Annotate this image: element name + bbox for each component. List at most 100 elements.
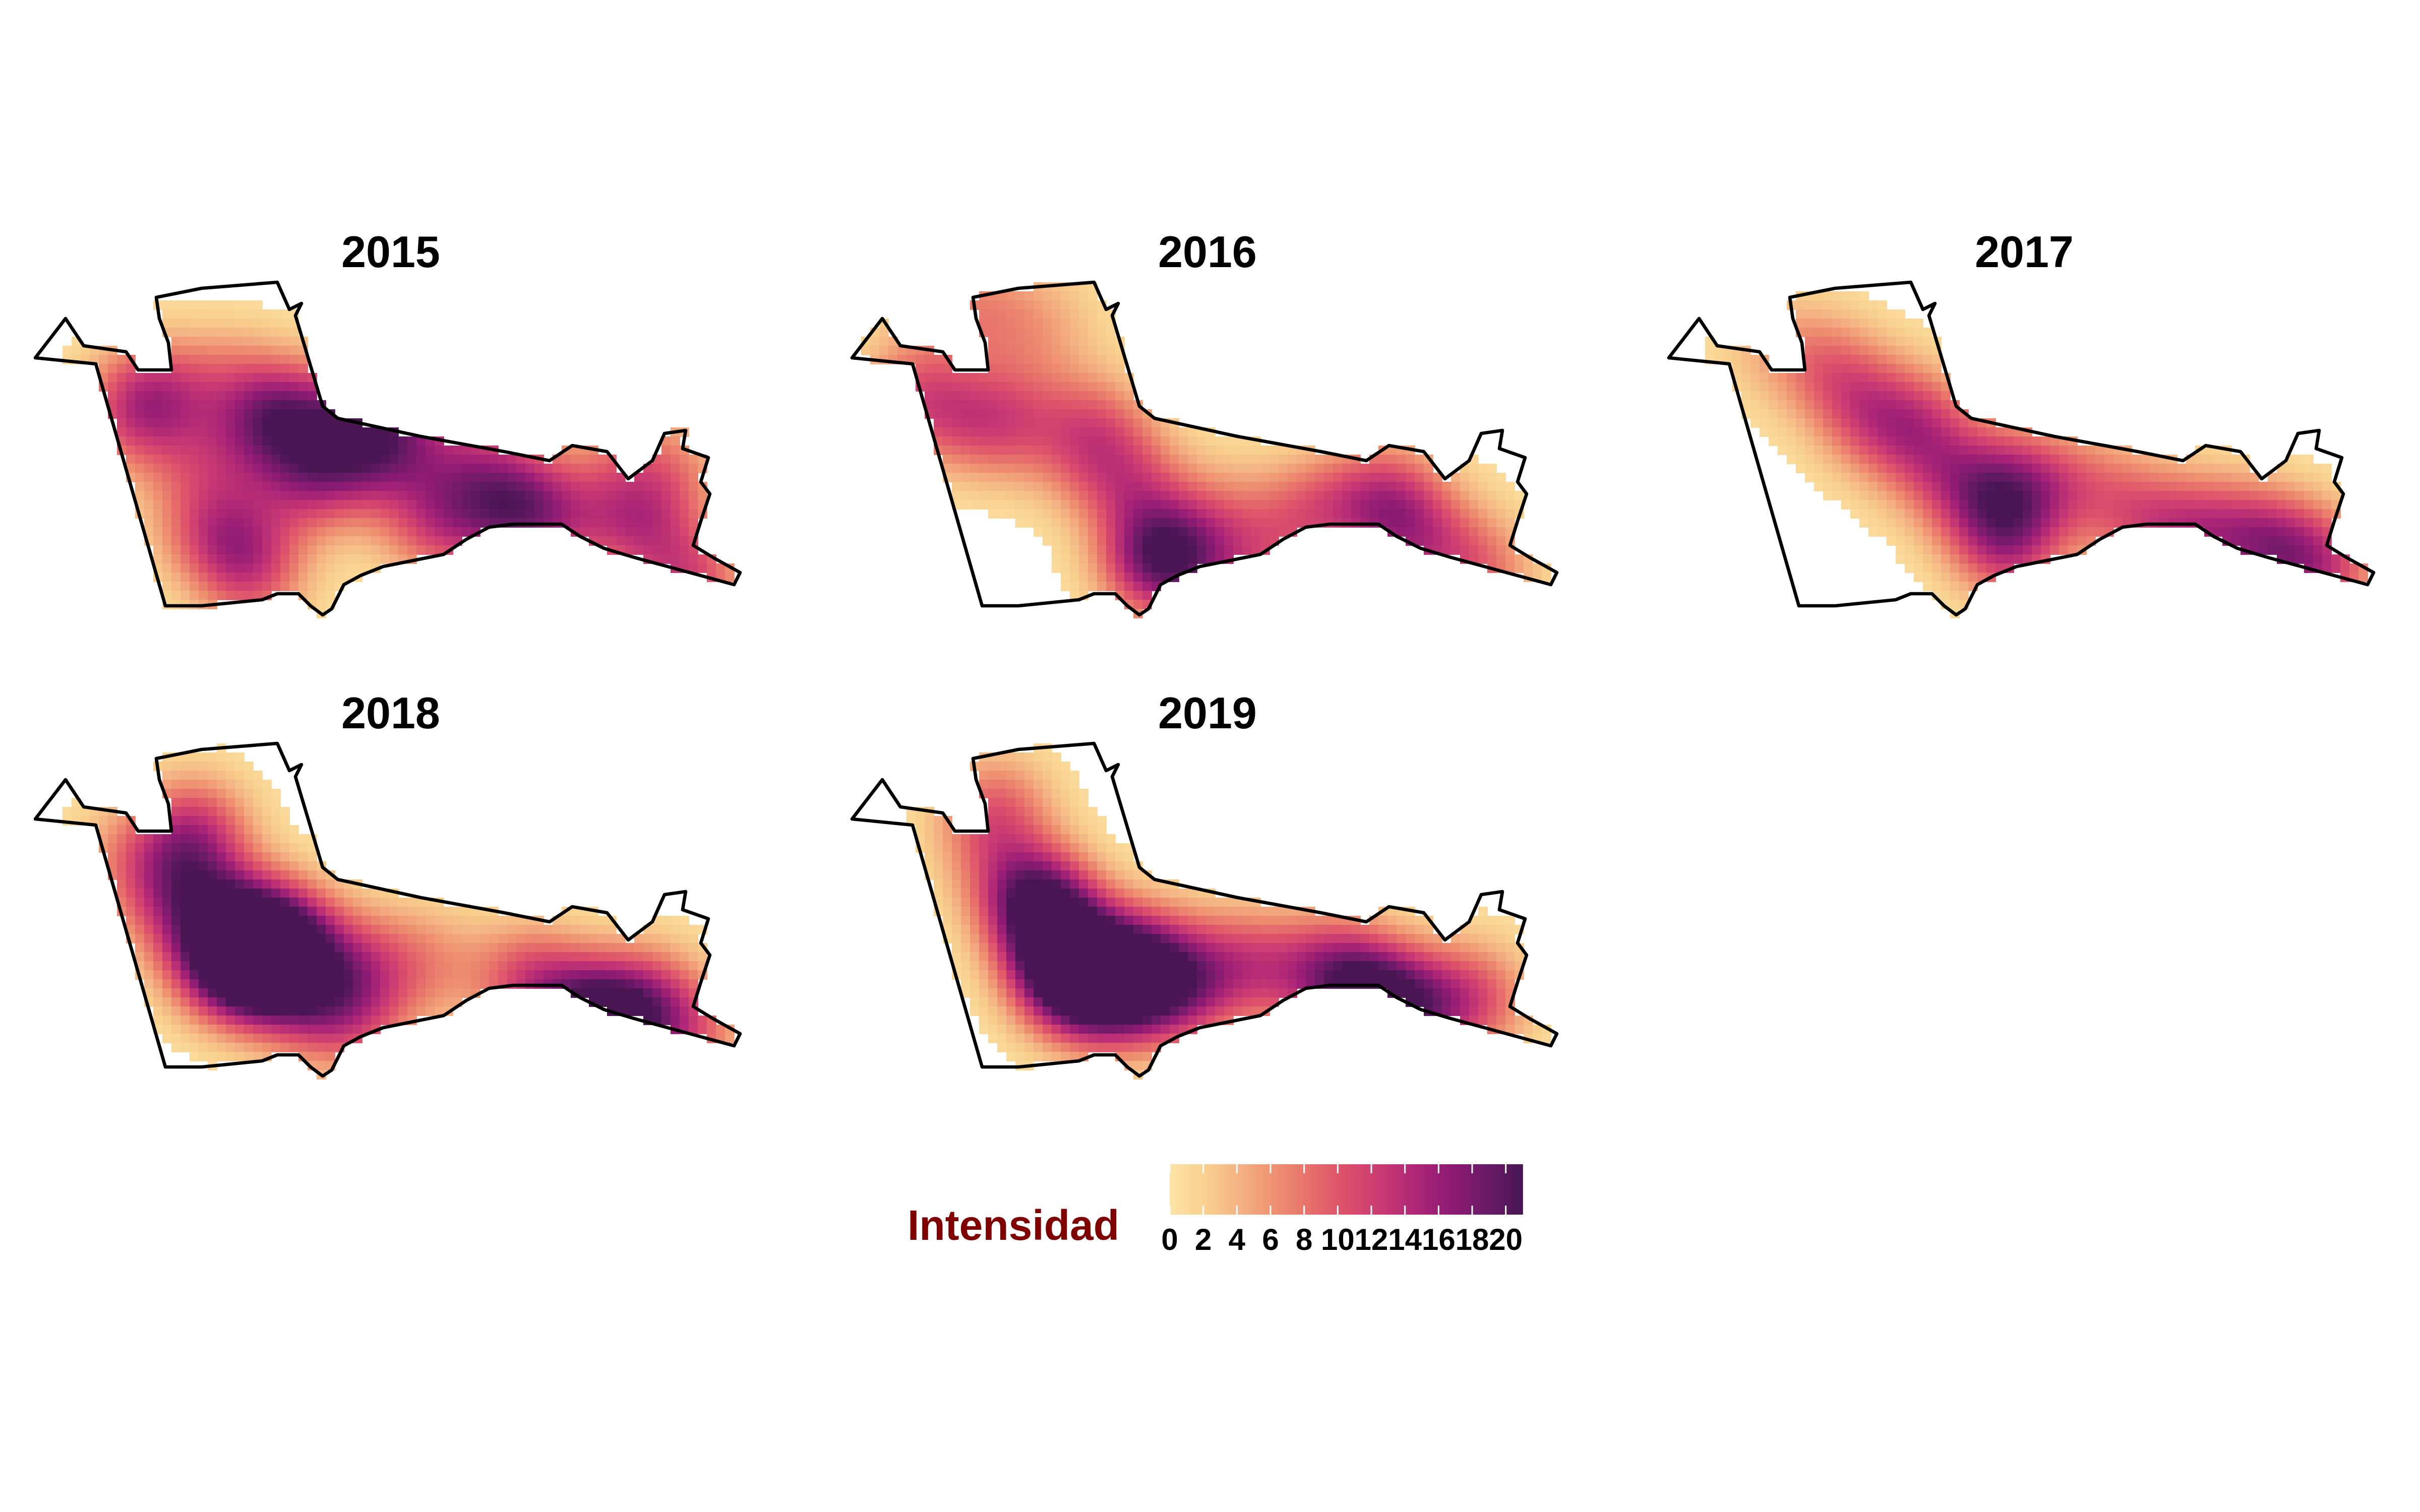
heat-cell [1333,482,1343,491]
heat-cell [190,355,199,364]
heat-cell [271,798,281,807]
heat-cell [997,400,1007,410]
heat-cell [317,473,326,482]
heat-cell [988,762,998,771]
heat-cell [1814,482,1824,491]
heat-cell [398,436,408,446]
heat-cell [298,455,308,464]
heat-cell [571,464,580,473]
heat-cell [435,916,444,925]
heat-cell [1369,464,1379,473]
heat-cell [462,491,471,500]
heat-cell [1043,518,1052,528]
heat-cell [2132,509,2141,519]
heat-cell [226,573,235,582]
heat-cell [326,464,335,473]
heat-cell [235,382,245,392]
heat-cell [1859,482,1869,491]
heat-cell [244,337,254,346]
heat-cell [1043,925,1052,934]
heat-cell [1124,446,1134,455]
heat-cell [371,427,381,437]
heat-cell [298,382,308,392]
heat-cell [1397,473,1406,482]
heat-cell [1152,473,1161,482]
heat-cell [1070,355,1079,364]
panel-2018 [33,741,742,1080]
heat-cell [1959,455,1969,464]
heat-cell [2241,482,2250,491]
heat-cell [2250,500,2259,510]
heat-cell [1070,834,1079,844]
heat-cell [1878,409,1887,419]
heat-cell [2014,436,2023,446]
heat-cell [1070,309,1079,319]
heat-cell [1297,491,1306,500]
heat-cell [1070,591,1079,600]
heat-cell [1052,861,1061,871]
heat-cell [1024,436,1034,446]
heat-cell [353,545,362,555]
heat-cell [1133,409,1143,419]
heat-cell [280,409,290,419]
heat-cell [2295,545,2305,555]
heat-cell [1043,807,1052,816]
heat-cell [271,1043,281,1052]
heat-cell [380,907,390,916]
heat-cell [1006,762,1016,771]
heat-cell [1769,391,1778,401]
heat-cell [1088,418,1098,428]
heat-cell [2113,500,2123,510]
heat-cell [943,898,952,907]
heat-cell [543,491,553,500]
heat-cell [308,925,317,934]
heat-cell [435,545,444,555]
heat-cell [1397,916,1406,925]
heat-cell [2086,464,2096,473]
heat-cell [262,391,272,401]
heat-cell [598,482,608,491]
heat-cell [1206,518,1216,528]
heat-cell [652,979,662,989]
heat-cell [2041,545,2050,555]
heat-cell [171,400,181,410]
heat-cell [1251,455,1261,464]
heat-cell [1896,382,1905,392]
heat-cell [244,500,254,510]
heat-cell [199,455,208,464]
heat-cell [1006,780,1016,789]
heat-cell [199,979,208,989]
heat-cell [616,536,626,546]
heat-cell [289,970,299,980]
heat-cell [716,1025,725,1034]
heat-cell [1052,752,1061,762]
heat-cell [235,309,245,319]
heat-cell [317,898,326,907]
heat-cell [1224,545,1234,555]
heat-cell [997,309,1007,319]
heat-cell [2222,518,2232,528]
heat-cell [1034,418,1043,428]
heat-cell [235,789,245,798]
heat-cell [1932,391,1942,401]
heat-cell [2086,491,2096,500]
heat-cell [1233,545,1243,555]
heat-cell [1868,373,1878,383]
heat-cell [1170,925,1179,934]
heat-cell [2005,473,2014,482]
heat-cell [1878,527,1887,537]
heat-cell [925,852,934,862]
heat-cell [607,988,617,998]
heat-cell [190,825,199,835]
heat-cell [553,934,562,943]
heat-cell [1850,409,1860,419]
heat-cell [661,952,671,962]
heat-cell [416,455,426,464]
heat-cell [2005,455,2014,464]
heat-cell [1079,816,1088,826]
heat-cell [353,925,362,934]
heat-cell [280,455,290,464]
heat-cell [1406,473,1415,482]
heat-cell [2023,509,2032,519]
heat-cell [988,907,998,916]
